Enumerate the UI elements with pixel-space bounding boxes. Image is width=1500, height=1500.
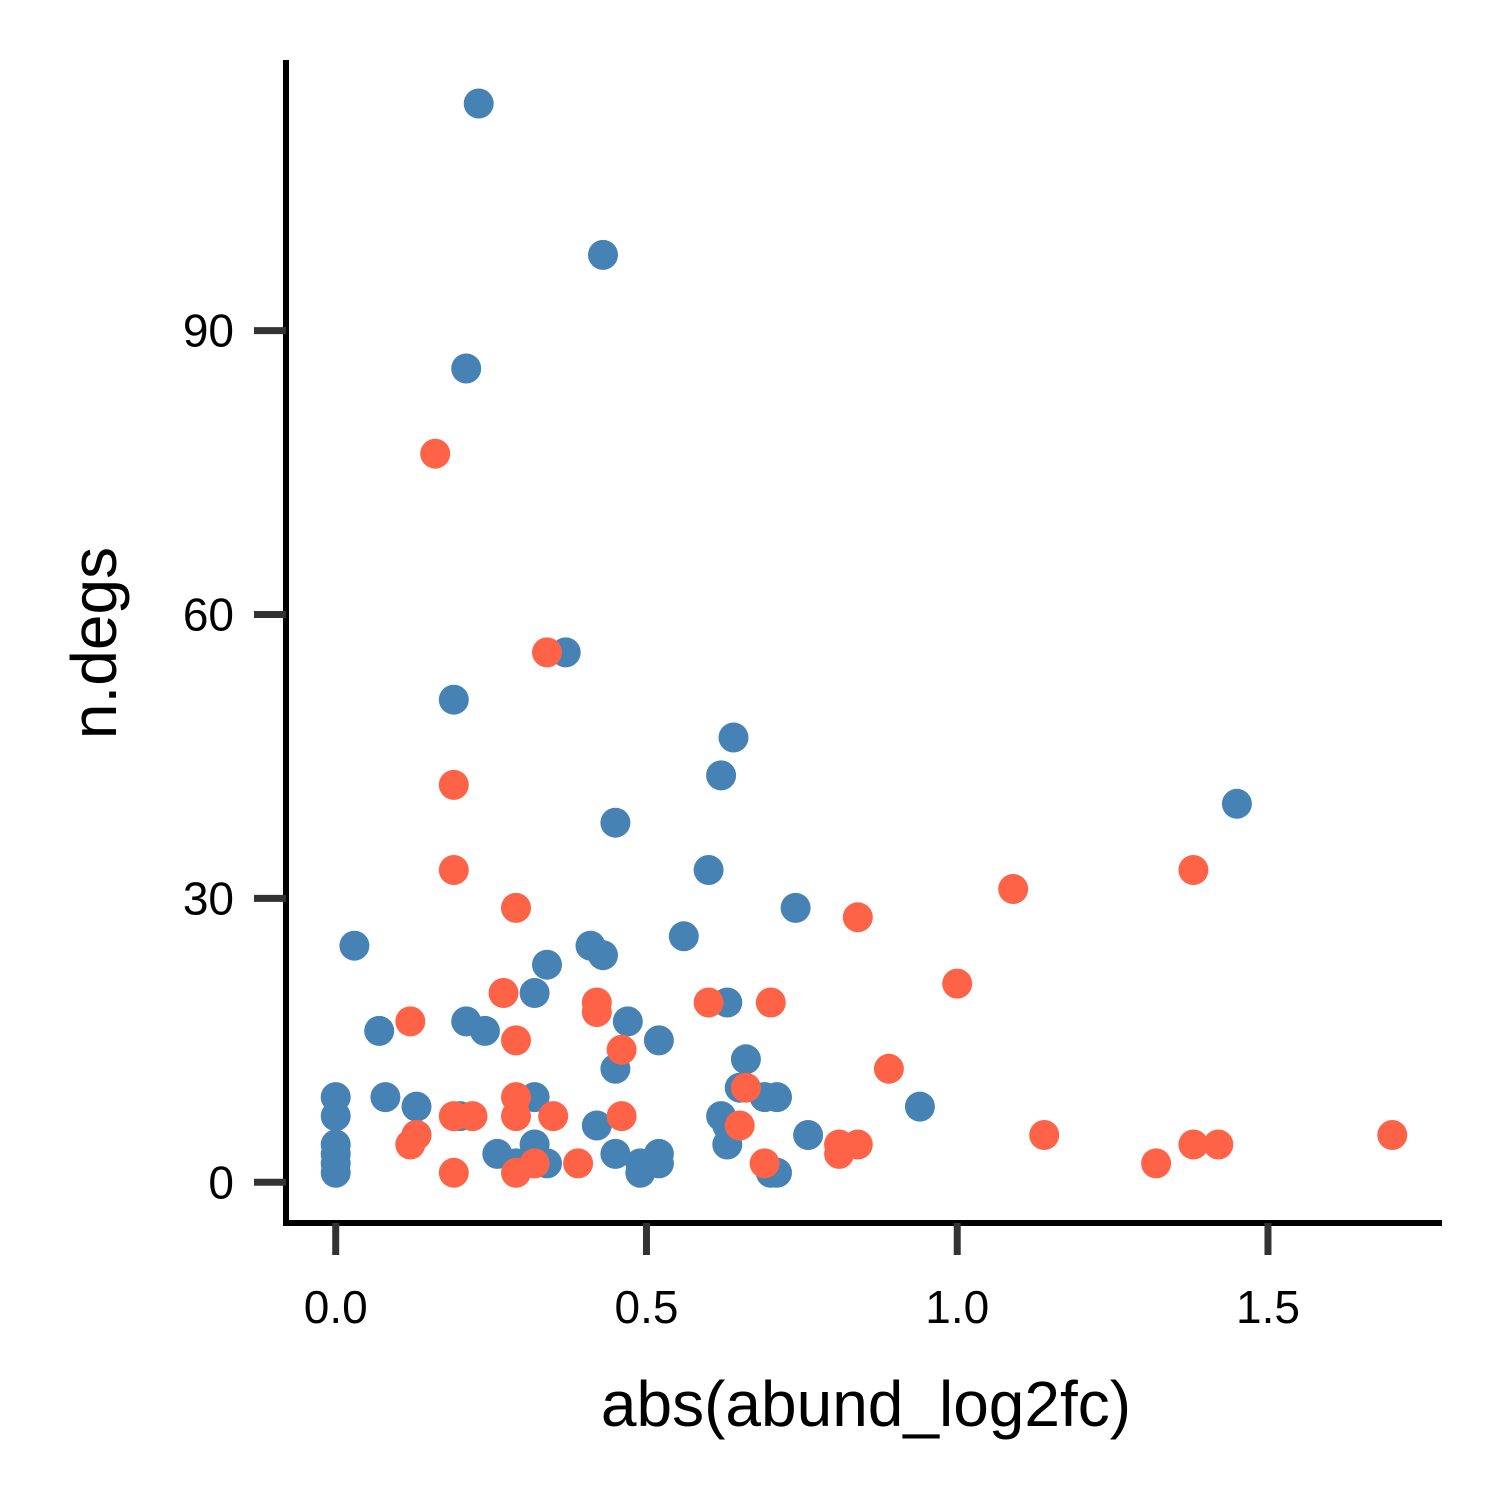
red-point [1178, 855, 1209, 885]
red-point [438, 769, 469, 800]
blue-point [370, 1082, 401, 1113]
blue-point [320, 1157, 351, 1188]
blue-point [780, 892, 811, 923]
red-point [755, 987, 786, 1018]
red-point [532, 637, 562, 668]
red-point [501, 1025, 531, 1056]
red-point [998, 874, 1029, 904]
blue-point [339, 930, 370, 961]
red-point [1029, 1120, 1060, 1150]
x-tick-label: 1.5 [1236, 1281, 1300, 1333]
red-point [420, 438, 451, 469]
y-axis-title: n.degs [58, 547, 130, 739]
red-point [488, 978, 519, 1008]
y-tick-label: 90 [183, 305, 234, 357]
red-point [1377, 1120, 1408, 1150]
red-point [1178, 1129, 1209, 1160]
blue-point [519, 978, 550, 1008]
blue-point [793, 1120, 824, 1150]
blue-point [532, 949, 562, 980]
blue-point [581, 1110, 612, 1141]
blue-point [706, 760, 737, 791]
red-point [724, 1110, 755, 1141]
red-point [1203, 1129, 1234, 1160]
red-point [693, 987, 724, 1018]
blue-point [718, 722, 749, 753]
red-point [438, 855, 469, 885]
blue-point [463, 88, 494, 119]
blue-point [469, 1015, 500, 1046]
red-point [942, 968, 973, 999]
y-tick-label: 30 [183, 872, 234, 924]
y-tick-label: 60 [183, 589, 234, 641]
red-point [501, 892, 531, 923]
red-point [749, 1148, 780, 1179]
x-tick-label: 0.0 [304, 1281, 368, 1333]
red-point [501, 1101, 531, 1132]
red-point [395, 1006, 426, 1037]
red-point [842, 902, 873, 933]
x-axis-title: abs(abund_log2fc) [601, 1368, 1131, 1440]
ticks-layer: 0.0 0.5 1.0 1.5 0 30 60 90 [183, 305, 1300, 1333]
blue-point [693, 855, 724, 885]
blue-point [643, 1025, 674, 1056]
blue-point [668, 921, 699, 952]
blue-point [600, 807, 631, 838]
red-point [1141, 1148, 1172, 1179]
red-point [395, 1129, 426, 1160]
y-tick-label: 0 [208, 1156, 234, 1208]
blue-point [588, 239, 618, 270]
x-tick-label: 1.0 [925, 1281, 989, 1333]
blue-point [588, 940, 618, 971]
red-point [457, 1101, 488, 1132]
red-point [563, 1148, 594, 1179]
red-point [606, 1101, 637, 1132]
red-point [730, 1072, 761, 1103]
blue-point [600, 1138, 631, 1169]
red-point [538, 1101, 569, 1132]
blue-point [730, 1044, 761, 1075]
x-tick-label: 0.5 [614, 1281, 678, 1333]
red-point [438, 1157, 469, 1188]
blue-point [438, 684, 469, 715]
points-layer [320, 88, 1408, 1188]
blue-point [451, 353, 482, 384]
blue-point [364, 1015, 395, 1046]
axes-layer [283, 60, 1442, 1226]
red-point [824, 1138, 855, 1169]
blue-point [612, 1006, 643, 1037]
blue-point [904, 1091, 935, 1122]
red-point [501, 1157, 531, 1188]
red-point [873, 1053, 904, 1084]
red-point [581, 997, 612, 1027]
blue-point [320, 1101, 351, 1132]
blue-point [1221, 788, 1252, 819]
blue-point [625, 1157, 656, 1188]
blue-point [401, 1091, 432, 1122]
red-point [606, 1034, 637, 1065]
blue-point [762, 1082, 792, 1113]
